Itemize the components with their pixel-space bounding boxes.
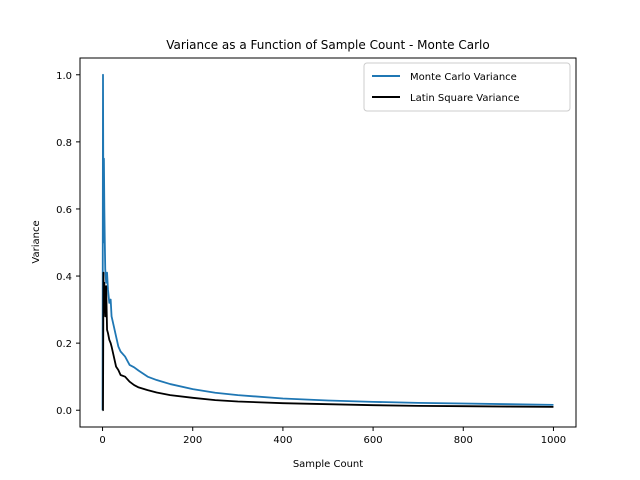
y-tick-label: 0.6 — [56, 205, 72, 216]
x-axis-ticks: 0 200 400 600 800 1000 — [99, 427, 566, 446]
plot-area: 0 200 400 600 800 1000 0.0 0.2 0.4 0.6 0.8 1.0 — [56, 57, 577, 446]
latin-square-variance-line — [102, 271, 554, 412]
chart-title: Variance as a Function of Sample Count -… — [166, 38, 489, 52]
x-tick-label: 400 — [273, 435, 292, 446]
x-tick-label: 200 — [183, 435, 202, 446]
plot-background — [80, 58, 576, 427]
y-tick-label: 0.8 — [56, 138, 72, 149]
y-axis-ticks: 0.0 0.2 0.4 0.6 0.8 1.0 — [56, 71, 80, 417]
legend-box — [363, 62, 571, 112]
monte-carlo-variance-line — [101, 73, 554, 411]
legend-label-latin-square: Latin Square Variance — [410, 93, 520, 104]
x-tick-label: 800 — [454, 435, 473, 446]
x-tick-label: 0 — [99, 435, 105, 446]
y-tick-label: 1.0 — [56, 71, 72, 82]
y-tick-label: 0.2 — [56, 339, 72, 350]
x-tick-label: 600 — [364, 435, 383, 446]
y-tick-label: 0.0 — [56, 406, 72, 417]
x-axis-label: Sample Count — [293, 459, 363, 470]
y-axis-label: Variance — [31, 220, 42, 263]
y-tick-label: 0.4 — [56, 272, 72, 283]
x-tick-label: 1000 — [541, 435, 566, 446]
series-layer — [101, 73, 554, 412]
legend-label-monte-carlo: Monte Carlo Variance — [410, 72, 517, 83]
legend: Monte Carlo Variance Latin Square Varian… — [363, 62, 571, 112]
plot-frame — [79, 57, 577, 428]
